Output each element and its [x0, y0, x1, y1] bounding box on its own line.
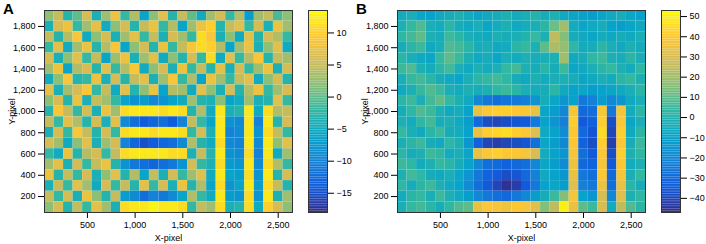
svg-text:2,000: 2,000 — [219, 220, 242, 230]
html-text:A: A — [3, 0, 14, 17]
svg-text:−30: −30 — [690, 173, 705, 183]
svg-text:10: 10 — [337, 28, 347, 38]
svg-text:−40: −40 — [690, 193, 705, 203]
svg-text:1,400: 1,400 — [366, 64, 389, 74]
svg-text:2,500: 2,500 — [620, 220, 643, 230]
svg-text:2,500: 2,500 — [267, 220, 290, 230]
svg-text:1,000: 1,000 — [477, 220, 500, 230]
svg-text:1,600: 1,600 — [366, 43, 389, 53]
svg-text:600: 600 — [373, 149, 388, 159]
svg-text:200: 200 — [373, 191, 388, 201]
svg-text:200: 200 — [20, 191, 35, 201]
svg-text:20: 20 — [690, 72, 700, 82]
svg-text:−10: −10 — [690, 133, 705, 143]
svg-text:500: 500 — [433, 220, 448, 230]
svg-text:400: 400 — [373, 170, 388, 180]
svg-text:1,500: 1,500 — [172, 220, 195, 230]
svg-text:5: 5 — [337, 60, 342, 70]
svg-text:0: 0 — [690, 112, 695, 122]
svg-text:X-pixel: X-pixel — [155, 233, 183, 243]
svg-text:1,200: 1,200 — [366, 85, 389, 95]
svg-text:1,600: 1,600 — [13, 43, 36, 53]
svg-text:−20: −20 — [690, 153, 705, 163]
svg-text:Y-pixel: Y-pixel — [7, 98, 17, 125]
svg-text:30: 30 — [690, 52, 700, 62]
html-text:B: B — [356, 0, 367, 17]
svg-text:1,800: 1,800 — [13, 21, 36, 31]
svg-text:50: 50 — [690, 11, 700, 21]
svg-text:0: 0 — [337, 92, 342, 102]
svg-text:40: 40 — [690, 32, 700, 42]
svg-text:600: 600 — [20, 149, 35, 159]
svg-text:2,000: 2,000 — [572, 220, 595, 230]
svg-text:−5: −5 — [337, 124, 347, 134]
svg-text:1,000: 1,000 — [366, 106, 389, 117]
svg-text:−15: −15 — [337, 188, 352, 198]
svg-text:X-pixel: X-pixel — [508, 233, 536, 243]
svg-text:1,400: 1,400 — [13, 64, 36, 74]
svg-text:Y-pixel: Y-pixel — [360, 98, 370, 125]
svg-text:10: 10 — [690, 92, 700, 102]
svg-text:1,800: 1,800 — [366, 21, 389, 31]
svg-text:1,200: 1,200 — [13, 85, 36, 95]
svg-text:800: 800 — [373, 128, 388, 138]
svg-text:500: 500 — [80, 220, 95, 230]
svg-text:800: 800 — [20, 128, 35, 138]
svg-text:−10: −10 — [337, 156, 352, 166]
svg-text:1,000: 1,000 — [124, 220, 147, 230]
svg-text:1,000: 1,000 — [13, 106, 36, 117]
svg-text:1,500: 1,500 — [525, 220, 548, 230]
svg-text:400: 400 — [20, 170, 35, 180]
